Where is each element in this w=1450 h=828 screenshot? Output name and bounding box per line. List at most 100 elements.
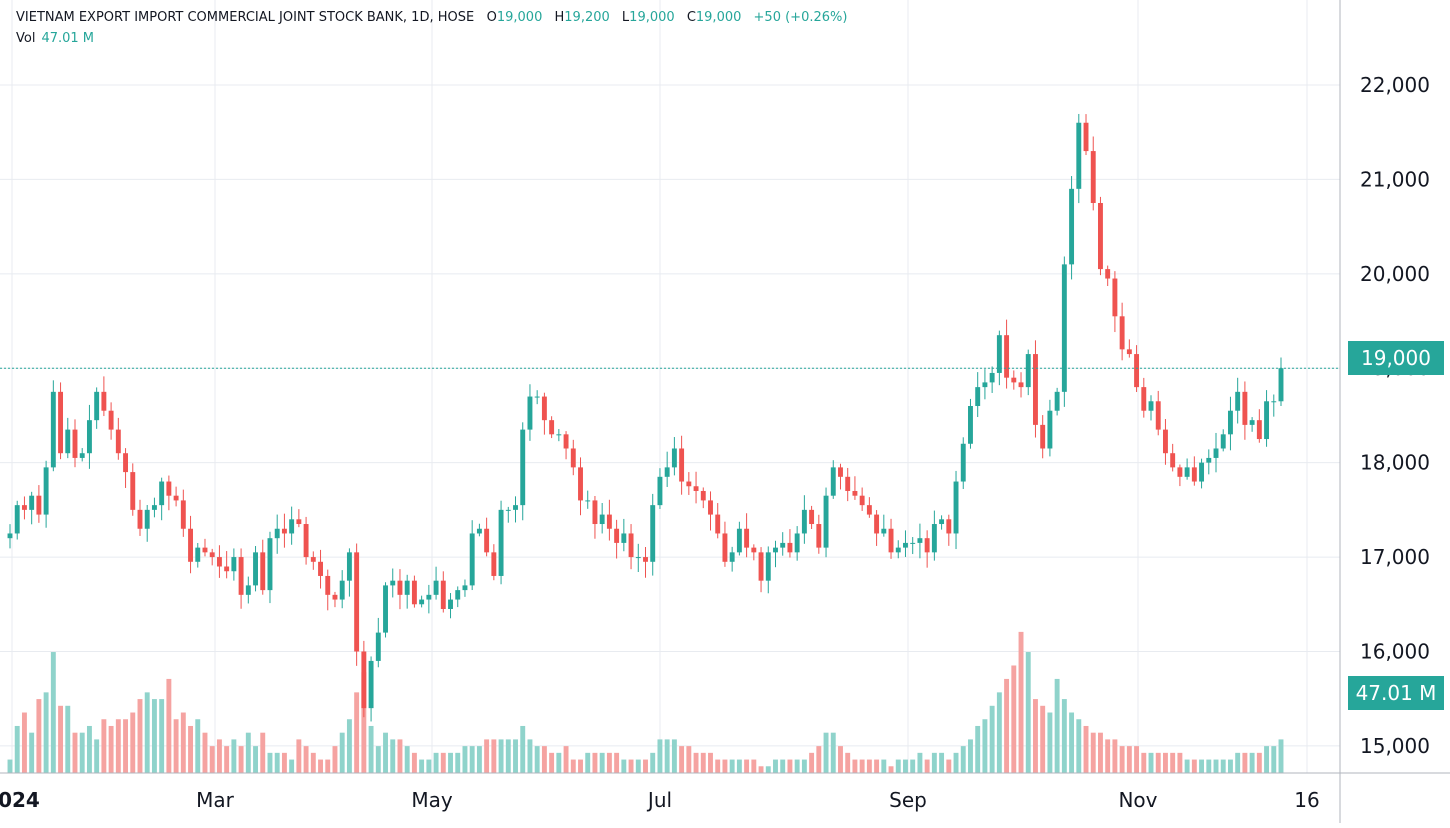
candle-body bbox=[260, 552, 266, 591]
candle-body bbox=[101, 391, 107, 411]
volume-bar bbox=[440, 752, 446, 773]
candle-body bbox=[1076, 122, 1082, 189]
volume-bar bbox=[686, 746, 692, 773]
candle-body bbox=[585, 500, 591, 502]
candle-body bbox=[1177, 467, 1183, 477]
y-tick-label: 15,000 bbox=[1360, 734, 1430, 758]
volume-bar bbox=[715, 759, 721, 773]
candle-body bbox=[1025, 354, 1031, 388]
volume-bars bbox=[7, 631, 1284, 773]
candle-body bbox=[1206, 457, 1212, 463]
candle-body bbox=[845, 476, 851, 491]
volume-bar bbox=[1069, 712, 1075, 773]
volume-bar bbox=[144, 692, 150, 773]
volume-bar bbox=[289, 759, 295, 773]
volume-bar bbox=[375, 746, 381, 773]
candle-body bbox=[1004, 335, 1010, 378]
high-value: 19,200 bbox=[564, 10, 610, 25]
candle-body bbox=[765, 552, 771, 581]
volume-bar bbox=[281, 752, 287, 773]
volume-bar bbox=[794, 759, 800, 773]
candle-body bbox=[527, 396, 533, 430]
volume-bar bbox=[527, 739, 533, 773]
volume-bar bbox=[1098, 732, 1103, 773]
volume-bar bbox=[253, 746, 258, 773]
x-tick-label: Sep bbox=[889, 788, 927, 812]
legend-ohlc-row: VIETNAM EXPORT IMPORT COMMERCIAL JOINT S… bbox=[16, 7, 847, 28]
candle-body bbox=[274, 528, 280, 539]
x-tick-label: 16 bbox=[1294, 788, 1319, 812]
low-label: L bbox=[621, 10, 630, 25]
candle-body bbox=[693, 486, 699, 491]
candle-body bbox=[823, 495, 829, 548]
volume-bar bbox=[960, 746, 966, 773]
volume-bar bbox=[859, 759, 865, 773]
candle-body bbox=[245, 585, 251, 595]
volume-bar bbox=[397, 739, 403, 773]
volume-bar bbox=[823, 732, 829, 773]
volume-bar bbox=[1264, 746, 1270, 773]
candle-body bbox=[231, 557, 237, 572]
volume-bar bbox=[643, 759, 648, 773]
volume-bar bbox=[21, 712, 27, 773]
candle-body bbox=[989, 372, 995, 383]
volume-bar bbox=[744, 759, 750, 773]
volume-bar bbox=[202, 732, 208, 773]
volume-bar bbox=[1184, 759, 1190, 773]
candle-body bbox=[736, 528, 742, 553]
candle-body bbox=[1155, 401, 1161, 430]
candle-body bbox=[628, 533, 634, 558]
volume-bar bbox=[830, 732, 836, 773]
candle-body bbox=[780, 542, 786, 548]
candle-body bbox=[469, 533, 475, 586]
volume-bar bbox=[1220, 759, 1226, 773]
candle-body bbox=[1040, 424, 1046, 449]
volume-bar bbox=[874, 759, 880, 773]
volume-bar bbox=[700, 752, 706, 773]
volume-bar bbox=[852, 759, 858, 773]
candle-body bbox=[79, 453, 85, 458]
volume-bar bbox=[383, 732, 388, 773]
candle-body bbox=[679, 448, 685, 482]
volume-bar bbox=[137, 699, 143, 773]
volume-bar bbox=[1206, 759, 1212, 773]
candle-body bbox=[1098, 203, 1103, 270]
candle-body bbox=[426, 594, 432, 600]
volume-bar bbox=[361, 672, 367, 773]
candle-body bbox=[1220, 434, 1226, 449]
volume-bar bbox=[895, 759, 901, 773]
volume-bar bbox=[130, 712, 136, 773]
candle-body bbox=[332, 594, 338, 600]
candle-body bbox=[1033, 354, 1038, 425]
candle-body bbox=[549, 420, 555, 435]
volume-bar bbox=[881, 759, 887, 773]
candle-body bbox=[361, 651, 367, 709]
candle-body bbox=[166, 481, 172, 496]
candle-body bbox=[440, 580, 446, 609]
volume-bar bbox=[1199, 759, 1205, 773]
volume-bar bbox=[1235, 752, 1241, 773]
volume-bar bbox=[924, 759, 930, 773]
volume-bar bbox=[339, 732, 345, 773]
candle-body bbox=[1271, 401, 1277, 403]
candle-body bbox=[498, 509, 504, 576]
candle-body bbox=[715, 514, 721, 534]
volume-bar bbox=[188, 725, 193, 773]
volume-bar bbox=[1227, 759, 1233, 773]
candle-body bbox=[195, 547, 201, 562]
volume-bar bbox=[325, 759, 331, 773]
volume-bar bbox=[838, 746, 843, 773]
candle-body bbox=[455, 590, 461, 600]
candle-body bbox=[267, 538, 273, 591]
candle-body bbox=[411, 580, 417, 605]
candle-body bbox=[1191, 467, 1197, 482]
volume-bar bbox=[79, 732, 85, 773]
volume-bar bbox=[787, 759, 793, 773]
high-label: H bbox=[554, 10, 565, 25]
volume-bar bbox=[1112, 739, 1118, 773]
candle-body bbox=[1011, 377, 1017, 383]
volume-bar bbox=[996, 692, 1002, 773]
